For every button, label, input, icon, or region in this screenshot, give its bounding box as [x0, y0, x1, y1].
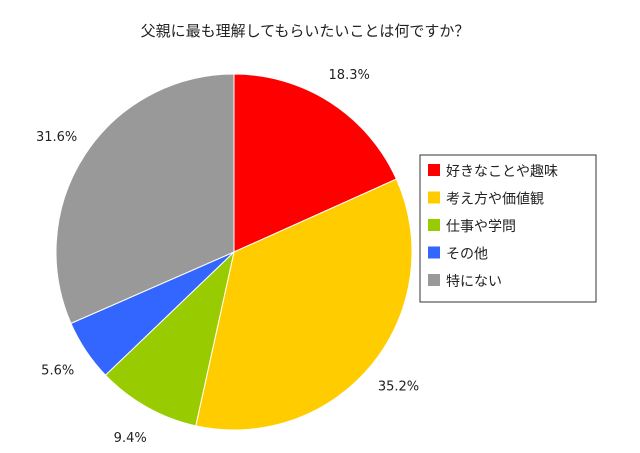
pie-slices: [55, 73, 413, 431]
pie-slice: [233, 73, 398, 253]
percentage-label: 9.4%: [114, 431, 147, 446]
percentage-label: 18.3%: [329, 68, 370, 83]
legend-label: 特にない: [446, 274, 502, 290]
legend-swatch: [428, 219, 440, 231]
percentage-label: 35.2%: [378, 380, 419, 395]
percentage-label: 5.6%: [41, 364, 74, 379]
legend-label: 仕事や学問: [446, 219, 516, 235]
legend-frame: [419, 154, 597, 303]
chart-title: 父親に最も理解してもらいたいことは何ですか？: [141, 22, 470, 40]
legend-swatch: [428, 246, 440, 259]
pie-slice: [55, 73, 235, 325]
percentage-label: 31.6%: [36, 130, 77, 145]
pie-slice: [104, 250, 235, 427]
percentage-labels: 18.3% 35.2% 9.4% 5.6% 31.6%: [36, 68, 419, 446]
legend-swatch: [428, 274, 440, 286]
legend-label: 考え方や価値観: [446, 191, 544, 208]
legend-label: その他: [446, 247, 488, 263]
legend-swatch: [428, 191, 440, 204]
legend-swatch: [428, 164, 440, 176]
legend-label: 好きなことや趣味: [446, 164, 558, 180]
pie-slice: [195, 178, 413, 431]
